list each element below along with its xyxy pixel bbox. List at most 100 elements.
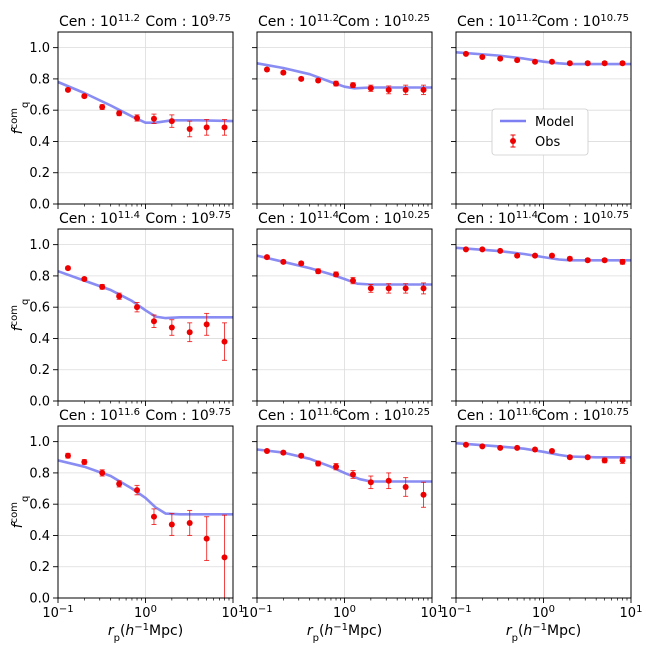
y-axis-label: fcomq <box>9 496 31 529</box>
obs-point <box>479 246 486 253</box>
obs-point <box>333 463 340 470</box>
obs-point <box>134 304 141 311</box>
obs-point <box>150 115 157 122</box>
obs-point <box>168 118 175 125</box>
x-axis-label: rp(h−1Mpc) <box>506 622 581 644</box>
obs-point <box>203 321 210 328</box>
y-tick-label: 0.2 <box>29 166 50 181</box>
obs-point <box>462 50 469 57</box>
obs-point <box>532 252 539 259</box>
panel-title-cen: Cen : 1011.6 <box>258 407 339 425</box>
obs-point <box>497 247 504 254</box>
panel-frame <box>57 31 234 205</box>
obs-point <box>584 257 591 264</box>
obs-point <box>548 448 555 455</box>
obs-point <box>221 338 228 345</box>
x-axis-label: rp(h−1Mpc) <box>307 622 382 644</box>
y-tick-label: 1.0 <box>29 238 50 253</box>
panel-frame <box>455 31 632 205</box>
obs-point <box>619 258 626 265</box>
panel-title-cen: Cen : 1011.4 <box>59 210 140 228</box>
obs-point <box>479 54 486 61</box>
x-tick-label: 100 <box>333 604 356 622</box>
panel-title-com: Com : 1010.25 <box>338 210 430 228</box>
y-tick-label: 0.6 <box>29 104 50 119</box>
model-line <box>57 80 234 124</box>
obs-point <box>315 460 322 467</box>
obs-point <box>186 329 193 336</box>
obs-point <box>497 55 504 62</box>
y-tick-label: 1.0 <box>29 41 50 56</box>
obs-point <box>462 441 469 448</box>
obs-point <box>134 487 141 494</box>
legend-obs-label: Obs <box>535 135 560 150</box>
obs-point <box>298 260 305 267</box>
obs-point <box>584 454 591 461</box>
obs-point <box>81 93 88 100</box>
obs-point <box>203 535 210 542</box>
legend: Model Obs <box>491 108 589 156</box>
obs-point <box>349 82 356 89</box>
obs-point <box>263 254 270 261</box>
x-tick-label: 10−1 <box>241 604 272 622</box>
obs-point <box>514 252 521 259</box>
y-tick-label: 0.2 <box>29 363 50 378</box>
obs-point <box>99 283 106 290</box>
panel-title-cen: Cen : 1011.6 <box>59 407 140 425</box>
y-axis-label: fcomq <box>9 102 31 135</box>
obs-point <box>479 443 486 450</box>
panel-1-0: Cen : 1011.4 Com : 109.75 0.0 0.2 0.4 0.6 0.8 1… <box>9 210 234 410</box>
obs-point <box>280 69 287 76</box>
obs-point <box>420 285 427 292</box>
obs-point <box>150 513 157 520</box>
obs-point <box>367 85 374 92</box>
panel-title-com: Com : 1010.75 <box>537 210 629 228</box>
obs-point <box>203 124 210 131</box>
obs-point <box>150 318 157 325</box>
y-tick-label: 0.0 <box>29 395 50 410</box>
y-tick-label: 0.8 <box>29 466 50 481</box>
panel-2-0: Cen : 1011.6 Com : 109.75 0.0 0.2 0.4 0.6 0.8 1… <box>9 407 245 644</box>
obs-point <box>81 458 88 465</box>
x-tick-label: 101 <box>222 604 245 622</box>
obs-point <box>514 444 521 451</box>
panel-title-cen: Cen : 1011.2 <box>59 13 140 31</box>
obs-point <box>64 86 71 93</box>
y-tick-label: 0.4 <box>29 529 50 544</box>
obs-point <box>315 268 322 275</box>
panel-frame <box>256 31 433 205</box>
obs-point <box>601 257 608 264</box>
y-tick-label: 0.0 <box>29 592 50 607</box>
y-tick-label: 0.8 <box>29 72 50 87</box>
obs-point <box>64 265 71 272</box>
obs-point <box>168 521 175 528</box>
panel-frame <box>256 425 433 599</box>
obs-point <box>349 471 356 478</box>
y-tick-label: 0.4 <box>29 332 50 347</box>
obs-point <box>385 477 392 484</box>
y-tick-label: 0.2 <box>29 560 50 575</box>
obs-point <box>566 60 573 67</box>
obs-point <box>280 258 287 265</box>
panel-frame <box>455 425 632 599</box>
obs-point <box>367 285 374 292</box>
panel-title-com: Com : 1010.25 <box>338 13 430 31</box>
obs-point <box>385 86 392 93</box>
obs-point <box>221 554 228 561</box>
obs-point <box>548 252 555 259</box>
legend-model-label: Model <box>535 115 574 130</box>
panel-title-cen: Cen : 1011.4 <box>258 210 339 228</box>
panel-title-cen: Cen : 1011.2 <box>258 13 339 31</box>
obs-point <box>497 444 504 451</box>
obs-point <box>532 58 539 65</box>
obs-point <box>315 77 322 84</box>
obs-point <box>420 86 427 93</box>
y-axis-label: fcomq <box>9 299 31 332</box>
model-line <box>57 269 233 320</box>
obs-point <box>566 255 573 262</box>
obs-point <box>333 271 340 278</box>
